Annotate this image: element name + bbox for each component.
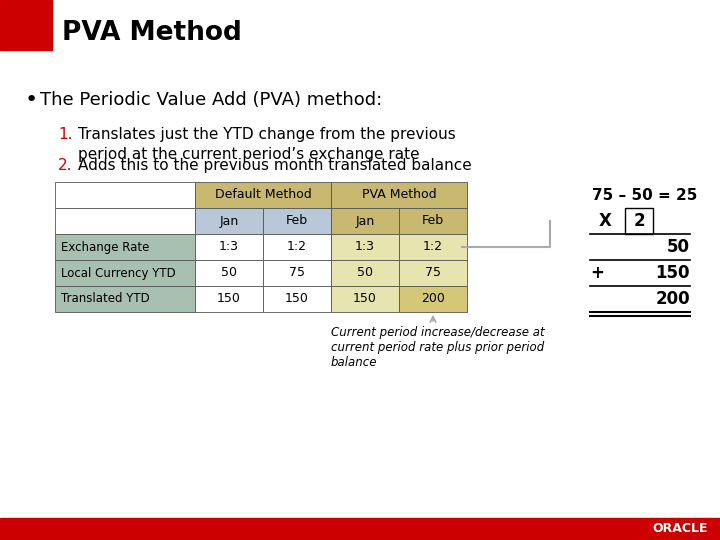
Bar <box>625 208 653 234</box>
Bar <box>331 182 467 208</box>
Text: •: • <box>25 90 38 110</box>
Bar <box>331 286 399 312</box>
Text: Feb: Feb <box>422 214 444 227</box>
Text: 150: 150 <box>655 264 690 282</box>
Text: ORACLE: ORACLE <box>652 523 708 536</box>
Text: The Periodic Value Add (PVA) method:: The Periodic Value Add (PVA) method: <box>40 91 382 109</box>
Bar <box>55 260 195 286</box>
Text: 75: 75 <box>289 267 305 280</box>
Bar <box>263 208 331 234</box>
Text: 200: 200 <box>655 290 690 308</box>
Text: 50: 50 <box>357 267 373 280</box>
Text: Feb: Feb <box>286 214 308 227</box>
Bar <box>263 234 331 260</box>
Text: Jan: Jan <box>220 214 238 227</box>
Text: 150: 150 <box>353 293 377 306</box>
Text: Translated YTD: Translated YTD <box>61 293 150 306</box>
Text: 150: 150 <box>217 293 241 306</box>
Bar <box>55 286 195 312</box>
Bar <box>263 286 331 312</box>
Bar <box>195 260 263 286</box>
Text: 1.: 1. <box>58 127 73 142</box>
Text: 200: 200 <box>421 293 445 306</box>
Bar <box>331 208 399 234</box>
Bar <box>55 234 195 260</box>
Text: 1:3: 1:3 <box>219 240 239 253</box>
Bar <box>55 208 195 234</box>
Text: Current period increase/decrease at
current period rate plus prior period
balanc: Current period increase/decrease at curr… <box>331 326 544 369</box>
Text: X: X <box>598 212 611 230</box>
Text: 50: 50 <box>667 238 690 256</box>
Text: Exchange Rate: Exchange Rate <box>61 240 149 253</box>
Text: 1:3: 1:3 <box>355 240 375 253</box>
Bar <box>0 0 52 50</box>
Bar <box>55 182 195 208</box>
Bar <box>399 260 467 286</box>
Text: 2.: 2. <box>58 158 73 173</box>
Text: Local Currency YTD: Local Currency YTD <box>61 267 176 280</box>
Bar <box>399 208 467 234</box>
Bar <box>399 234 467 260</box>
Bar <box>195 208 263 234</box>
Text: 50: 50 <box>221 267 237 280</box>
Bar <box>0 518 720 540</box>
Bar <box>399 286 467 312</box>
Text: PVA Method: PVA Method <box>62 20 242 46</box>
Text: PVA Method: PVA Method <box>361 188 436 201</box>
Text: Default Method: Default Method <box>215 188 311 201</box>
Text: +: + <box>590 264 604 282</box>
Text: Jan: Jan <box>356 214 374 227</box>
Text: Adds this to the previous month translated balance: Adds this to the previous month translat… <box>78 158 472 173</box>
Text: 1:2: 1:2 <box>287 240 307 253</box>
Text: 75 – 50 = 25: 75 – 50 = 25 <box>593 187 698 202</box>
Text: 150: 150 <box>285 293 309 306</box>
Bar <box>195 234 263 260</box>
Bar <box>195 286 263 312</box>
Text: Translates just the YTD change from the previous
period at the current period’s : Translates just the YTD change from the … <box>78 127 456 162</box>
Bar <box>263 260 331 286</box>
Bar <box>195 182 331 208</box>
Bar <box>331 260 399 286</box>
Text: 75: 75 <box>425 267 441 280</box>
Text: 2: 2 <box>633 212 645 230</box>
Bar <box>331 234 399 260</box>
Text: 1:2: 1:2 <box>423 240 443 253</box>
